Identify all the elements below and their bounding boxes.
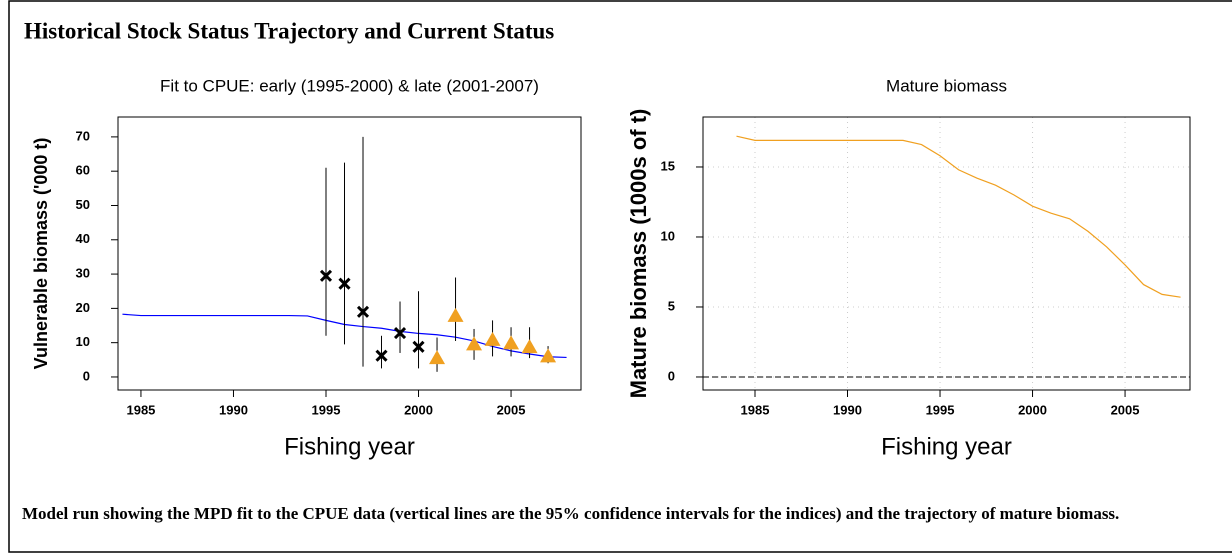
y-tick-label: 15	[661, 158, 675, 173]
x-tick-label: 1995	[312, 402, 341, 417]
x-tick-label: 2000	[1018, 402, 1047, 417]
x-tick-label: 1990	[833, 402, 862, 417]
y-tick-label: 5	[668, 298, 675, 313]
x-marker	[338, 277, 351, 290]
triangle-marker	[466, 336, 483, 351]
y-axis-label: Vulnerable biomass ('000 t)	[31, 138, 51, 370]
plot-frame	[702, 116, 1191, 391]
y-tick-label: 30	[76, 266, 90, 281]
x-tick-label: 2005	[497, 402, 526, 417]
x-tick-label: 1995	[926, 402, 955, 417]
triangle-marker	[503, 335, 520, 350]
chart-title: Fit to CPUE: early (1995-2000) & late (2…	[160, 76, 539, 95]
series-line	[736, 135, 1181, 298]
x-marker	[375, 349, 388, 362]
y-tick-label: 60	[76, 163, 90, 178]
caption: Model run showing the MPD fit to the CPU…	[22, 504, 1120, 523]
plot-frame	[117, 116, 582, 391]
y-tick-label: 70	[76, 128, 90, 143]
triangle-marker	[540, 348, 557, 363]
chart-title: Mature biomass	[886, 76, 1007, 95]
triangle-marker	[484, 331, 501, 346]
x-tick-label: 1990	[219, 402, 248, 417]
x-marker	[319, 269, 333, 282]
y-tick-label: 0	[83, 368, 90, 383]
heading: Historical Stock Status Trajectory and C…	[24, 18, 554, 43]
y-tick-label: 40	[76, 231, 90, 246]
x-tick-label: 2000	[404, 402, 433, 417]
triangle-marker	[521, 339, 538, 354]
frame	[8, 0, 1232, 553]
triangle-marker	[447, 307, 464, 322]
x-marker	[412, 340, 425, 353]
x-tick-label: 2005	[1111, 402, 1140, 417]
x-marker	[393, 327, 407, 340]
x-axis-label: Fishing year	[284, 433, 415, 460]
x-tick-label: 1985	[126, 402, 155, 417]
triangle-marker	[429, 350, 446, 365]
y-axis-label: Mature biomass (1000s of t)	[626, 109, 651, 399]
y-tick-label: 50	[76, 197, 90, 212]
caption-box: Model run showing the MPD fit to the CPU…	[22, 504, 1120, 523]
y-tick-label: 10	[661, 228, 675, 243]
y-tick-label: 10	[76, 334, 90, 349]
x-marker	[356, 305, 370, 318]
x-tick-label: 1985	[741, 402, 770, 417]
y-tick-label: 0	[668, 368, 675, 383]
x-axis-label: Fishing year	[881, 433, 1012, 460]
y-tick-label: 20	[76, 300, 90, 315]
